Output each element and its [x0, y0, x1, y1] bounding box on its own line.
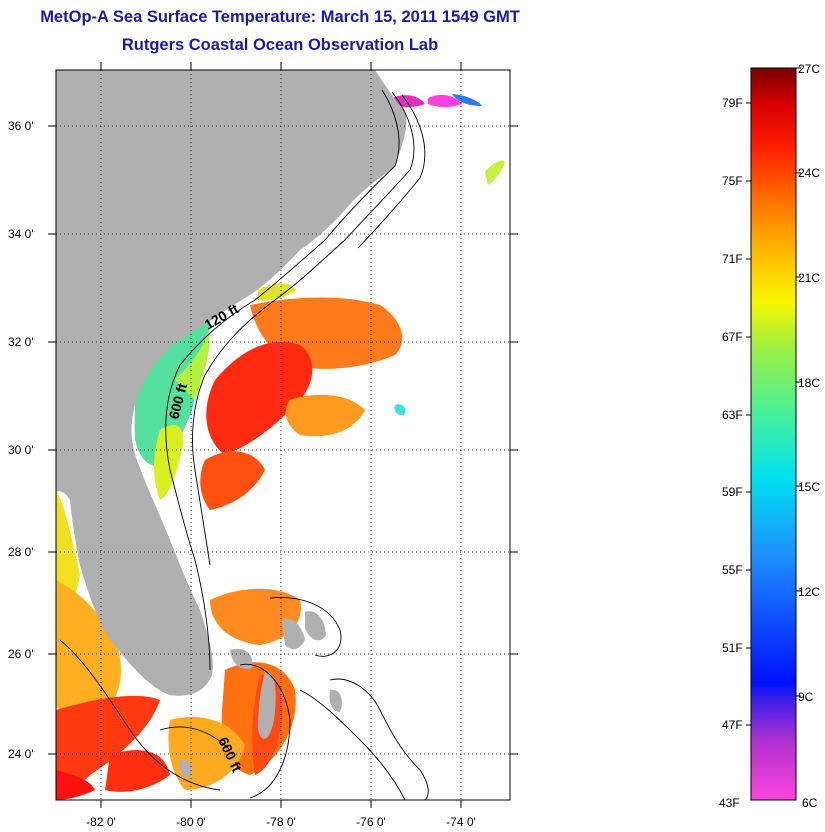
lon-label: -76 0': [356, 815, 386, 829]
lat-label: 24 0': [8, 747, 34, 761]
lon-label: -78 0': [266, 815, 296, 829]
colorbar-c-label: 21C: [798, 271, 821, 285]
colorbar-c-label: 15C: [798, 480, 821, 494]
depth-contours: [59, 89, 429, 800]
land-southeast-us: [56, 70, 407, 696]
colorbar-c-label: 12C: [798, 585, 821, 599]
colorbar: [750, 67, 797, 801]
colorbar-c-label: 6C: [802, 796, 818, 810]
lat-label: 30 0': [8, 443, 34, 457]
lat-label: 26 0': [8, 647, 34, 661]
tick-marks: [48, 62, 518, 808]
colorbar-c-label: 9C: [798, 690, 814, 704]
colorbar-ticks: [746, 67, 801, 726]
colorbar-c-label: 24C: [798, 166, 821, 180]
map-frame: [55, 69, 511, 801]
colorbar-f-label: 51F: [722, 641, 743, 655]
sst-data-layer: [56, 94, 505, 800]
lon-label: -82 0': [86, 815, 116, 829]
map-subtitle: Rutgers Coastal Ocean Observation Lab: [121, 36, 439, 54]
colorbar-f-label: 47F: [722, 718, 743, 732]
lat-label: 36 0': [8, 119, 34, 133]
lon-label: -80 0': [176, 815, 206, 829]
map-title: MetOp-A Sea Surface Temperature: March 1…: [40, 8, 520, 26]
colorbar-c-label: 27C: [798, 62, 821, 76]
colorbar-f-label: 67F: [722, 330, 743, 344]
bahamas-islands: [179, 611, 342, 778]
graticule: [56, 70, 510, 800]
lat-label: 34 0': [8, 227, 34, 241]
lon-label: -74 0': [446, 815, 476, 829]
colorbar-f-label: 75F: [722, 174, 743, 188]
colorbar-f-label: 71F: [722, 252, 743, 266]
colorbar-f-label: 55F: [722, 563, 743, 577]
colorbar-c-label: 18C: [798, 376, 821, 390]
colorbar-f-label: 63F: [722, 408, 743, 422]
colorbar-f-label: 59F: [722, 485, 743, 499]
colorbar-f-label: 43F: [719, 796, 740, 810]
colorbar-f-label: 79F: [722, 96, 743, 110]
lat-label: 32 0': [8, 335, 34, 349]
lat-label: 28 0': [8, 545, 34, 559]
